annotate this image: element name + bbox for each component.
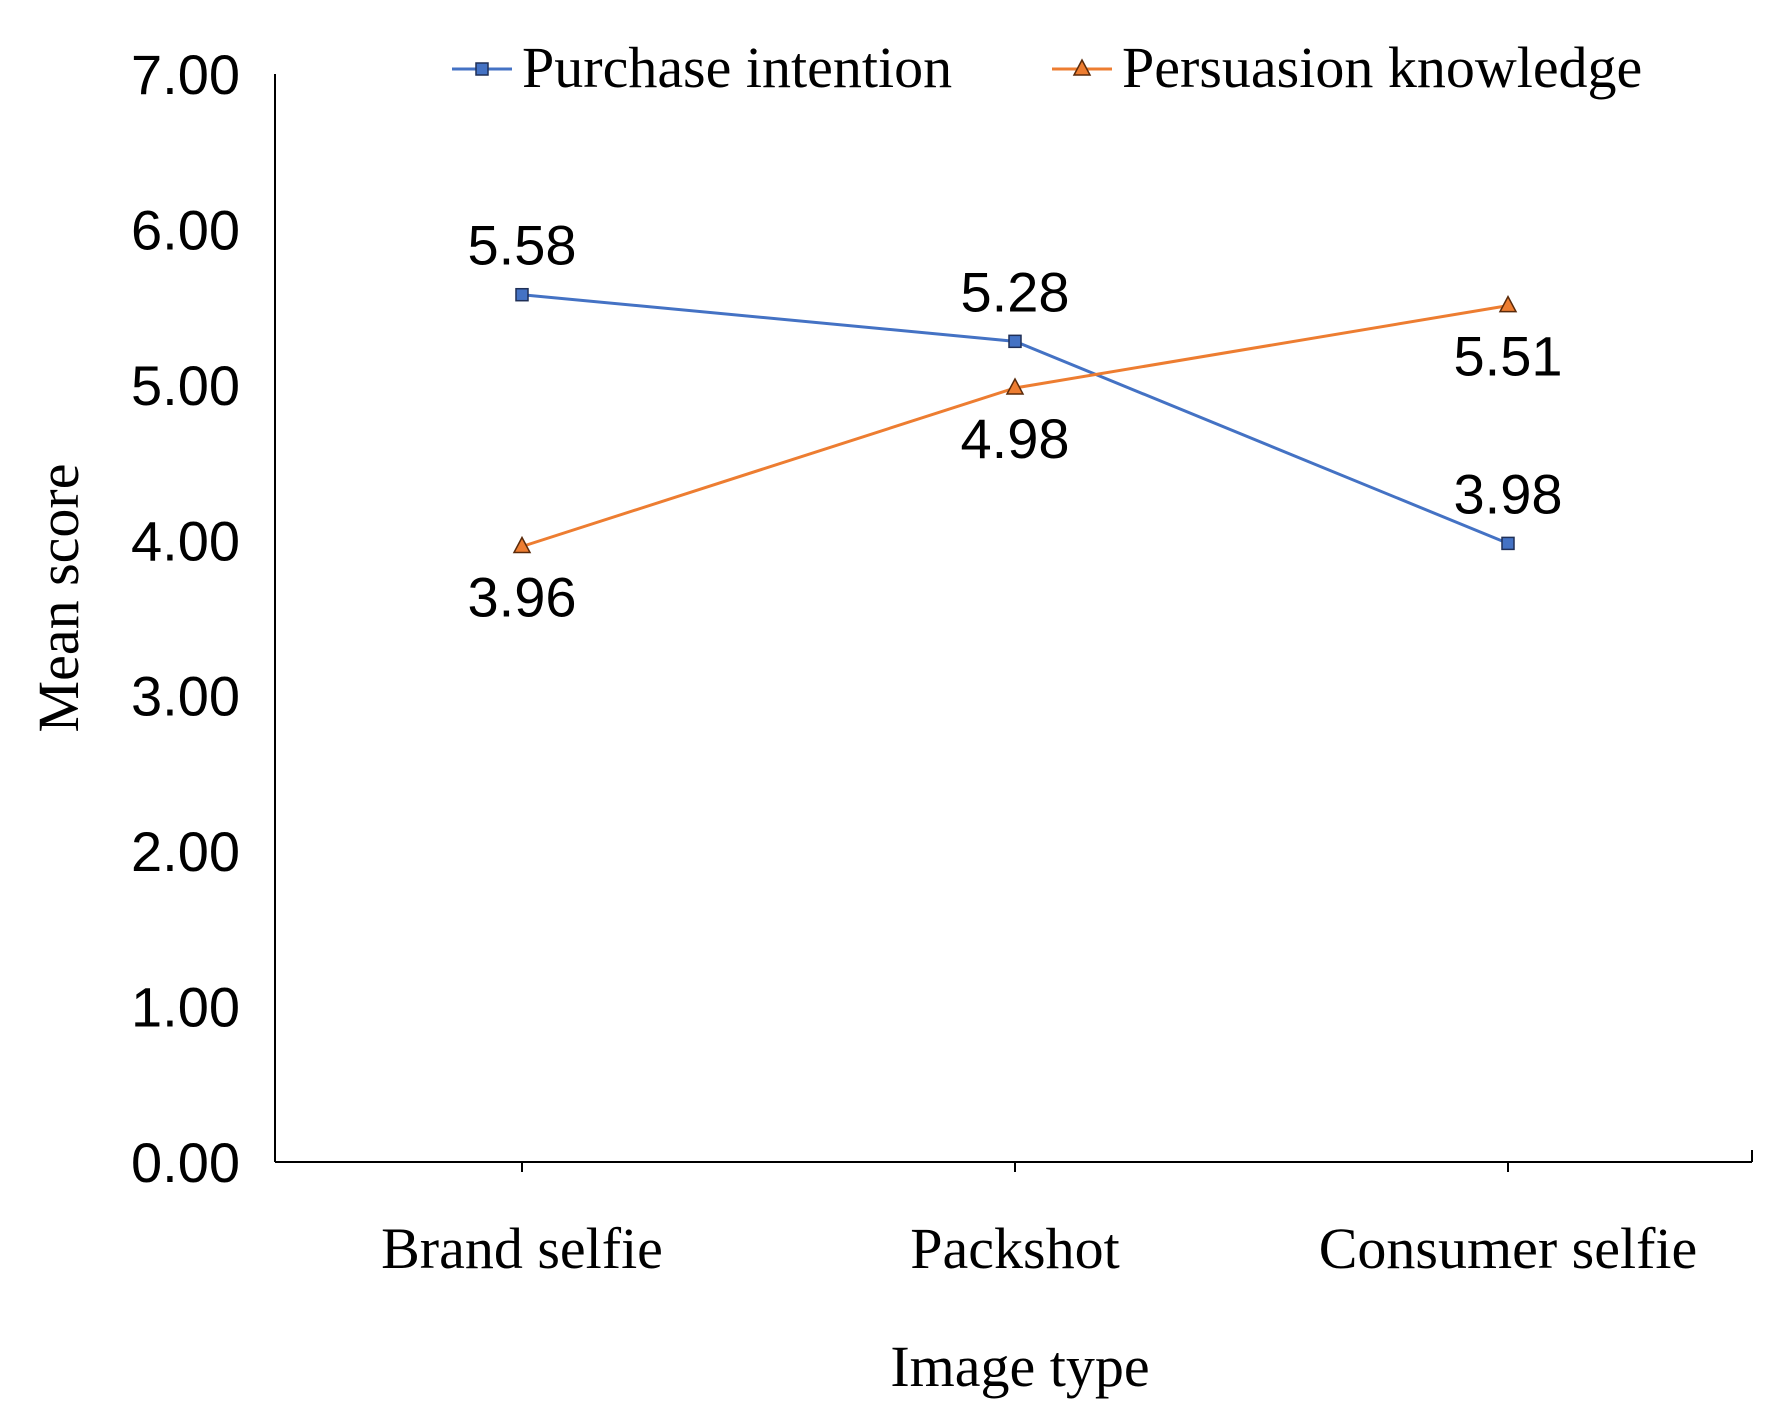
series-0-point: [1501, 536, 1515, 551]
legend-marker-1: [1072, 58, 1092, 76]
data-label: 3.98: [1454, 462, 1563, 525]
y-tick-label: 0.00: [131, 1131, 240, 1194]
x-tick-label: Brand selfie: [381, 1216, 663, 1281]
legend: Purchase intention Persuasion knowledge: [452, 35, 1642, 100]
series-0-point: [515, 287, 529, 302]
data-label: 5.58: [468, 214, 577, 277]
legend-label-0: Purchase intention: [522, 35, 952, 100]
data-label: 5.28: [961, 260, 1070, 323]
legend-marker-0: [475, 62, 489, 76]
y-tick-label: 1.00: [131, 976, 240, 1039]
y-tick-label: 4.00: [131, 509, 240, 572]
y-tick-label: 2.00: [131, 820, 240, 883]
data-labels: 5.58 5.28 3.98 3.96 4.98 5.51: [468, 214, 1563, 629]
x-tick-label: Packshot: [910, 1216, 1119, 1281]
series-0-point: [1008, 334, 1022, 349]
y-axis: 0.00 1.00 2.00 3.00 4.00 5.00 6.00 7.00: [131, 43, 276, 1194]
data-label: 5.51: [1454, 325, 1563, 388]
y-tick-label: 6.00: [131, 198, 240, 261]
data-label: 4.98: [961, 407, 1070, 470]
y-tick-label: 5.00: [131, 354, 240, 417]
y-tick-label: 3.00: [131, 665, 240, 728]
x-axis: Brand selfie Packshot Consumer selfie: [275, 1150, 1753, 1281]
series-group: [512, 287, 1518, 554]
series-1-point: [512, 535, 532, 554]
series-1-point: [1005, 377, 1025, 395]
y-tick-label: 7.00: [131, 43, 240, 106]
y-axis-title: Mean score: [26, 464, 91, 733]
x-axis-title: Image type: [890, 1334, 1149, 1399]
legend-label-1: Persuasion knowledge: [1122, 35, 1642, 100]
data-label: 3.96: [468, 566, 577, 629]
series-1-point: [1498, 294, 1518, 313]
x-tick-label: Consumer selfie: [1319, 1216, 1698, 1281]
